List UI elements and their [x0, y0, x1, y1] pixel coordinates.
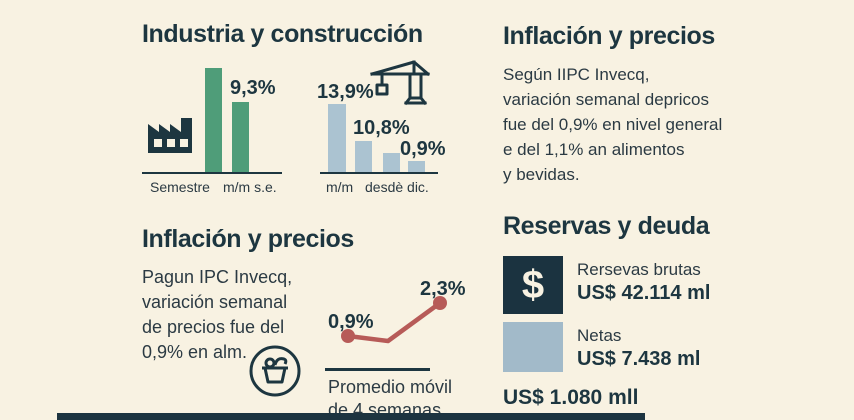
industry-section-title: Industria y construcción	[142, 20, 423, 48]
bar-semestre	[205, 68, 222, 172]
inflation-left-line-3: de precios fue del	[142, 317, 285, 337]
construction-value-label-1: 13,9%	[317, 81, 374, 103]
industry-value-label: 9,3%	[230, 77, 276, 99]
inflation-left-line-1: Pagun IPC Invecq,	[142, 267, 293, 287]
construction-crane-icon	[370, 58, 430, 108]
inflation-left-line-2: variación semanal	[142, 292, 288, 312]
line-chart-rule	[325, 368, 430, 371]
debt-total-value: US$ 1.080 mll	[503, 386, 639, 409]
inflation-left-paragraph: Pagun IPC Invecq, variación semanal de p…	[142, 265, 292, 365]
construction-value-label-3: 0,9%	[400, 138, 446, 160]
grocery-basket-icon	[248, 344, 302, 398]
caption-line-1: Promedio móvil	[328, 377, 453, 397]
line-chart-svg	[341, 296, 447, 344]
inflation-right-line-1: Según IIPC Invecq,	[503, 65, 650, 84]
reserves-section-title: Reservas y deuda	[503, 212, 710, 240]
industry-cat-mm-se: m/m s.e.	[223, 179, 277, 195]
bar-construction-3	[383, 153, 400, 172]
inflation-left-line-4: 0,9% en alm.	[142, 342, 248, 362]
net-reserves-tile	[503, 322, 563, 372]
net-reserves-value: US$ 7.438 ml	[577, 348, 701, 370]
footer-bar	[57, 413, 645, 420]
construction-cat-desde-dic: desdè dic.	[365, 179, 429, 195]
dollar-sign-icon: $	[521, 262, 545, 307]
line-end-label: 2,3%	[420, 278, 466, 300]
gross-reserves-label: Rersevas brutas	[577, 260, 701, 279]
industry-bar-chart: 9,3% Semestre m/m s.e.	[140, 55, 300, 195]
inflation-right-line-5: y bevidas.	[503, 165, 580, 184]
gross-reserves-value: US$ 42.114 ml	[577, 282, 711, 304]
net-reserves-label: Netas	[577, 326, 622, 345]
construction-value-label-2: 10,8%	[353, 117, 410, 139]
bar-mm-se	[232, 102, 249, 172]
inflation-right-line-2: variación semanal depricos	[503, 90, 709, 109]
inflation-left-title: Inflación y precios	[142, 225, 354, 253]
inflation-right-paragraph: Según IIPC Invecq, variación semanal dep…	[503, 62, 722, 187]
bar-construction-2	[355, 141, 372, 172]
industry-axis	[142, 172, 282, 174]
bar-construction-1	[328, 104, 346, 172]
line-start-label: 0,9%	[328, 311, 374, 333]
dollar-sign-tile: $	[503, 256, 563, 314]
construction-bar-chart: 13,9% 10,8% 0,9% m/m desdè dic.	[315, 55, 465, 195]
construction-cat-mm: m/m	[326, 179, 354, 195]
factory-icon	[146, 111, 208, 155]
inflation-right-line-3: fue del 0,9% en nivel general	[503, 115, 723, 134]
bar-construction-4	[408, 161, 425, 172]
inflation-right-line-4: e del 1,1% an alimentos	[503, 140, 685, 159]
inflation-right-title: Inflación y precios	[503, 22, 715, 50]
weekly-inflation-line-chart: 0,9% 2,3% Promedio móvil de 4 semanas	[320, 270, 470, 420]
industry-cat-semestre: Semestre	[150, 179, 210, 195]
construction-axis	[320, 172, 438, 174]
